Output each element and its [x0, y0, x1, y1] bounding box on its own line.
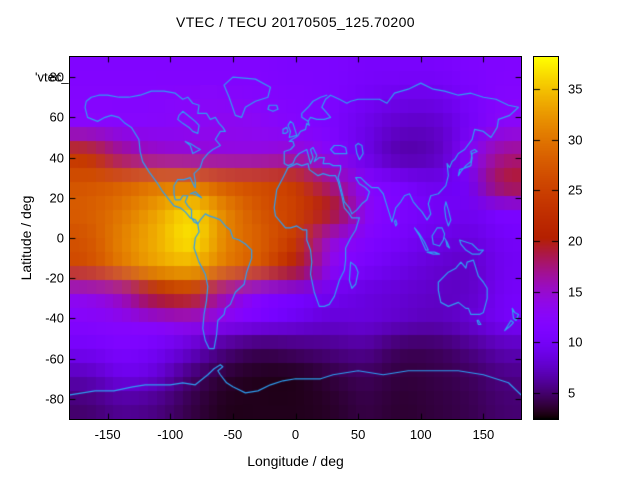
colorbar-tick-label: 15 — [568, 284, 583, 300]
y-tick-label: 0 — [56, 230, 64, 246]
y-tick-label: -20 — [45, 270, 64, 286]
colorbar-gradient-canvas — [534, 57, 558, 419]
y-tick-label: 20 — [49, 190, 64, 206]
y-tick-label: 40 — [49, 150, 64, 166]
x-tick-label: -50 — [223, 427, 243, 442]
x-axis-label: Longitude / deg — [247, 453, 344, 469]
colorbar-tick-label: 10 — [568, 334, 583, 350]
x-tick-label: -150 — [94, 427, 121, 442]
x-tick-label: 50 — [350, 427, 366, 442]
colorbar-tick-label: 20 — [568, 233, 583, 249]
y-tick-label: 80 — [49, 69, 64, 85]
x-tick-label: 0 — [291, 427, 300, 442]
x-tick-label: -100 — [157, 427, 184, 442]
map-plot-area — [69, 56, 522, 420]
chart-title: VTEC / TECU 20170505_125.70200 — [175, 14, 415, 30]
key-title-overlay: 'vtec_ — [35, 69, 69, 85]
colorbar-tick-label: 5 — [568, 385, 576, 401]
y-tick-label: -80 — [45, 391, 64, 407]
vtec-heatmap-canvas — [70, 57, 521, 419]
x-tick-label: 100 — [409, 427, 432, 442]
colorbar-tick-label: 30 — [568, 132, 583, 148]
x-tick-label: 150 — [472, 427, 495, 442]
y-tick-label: -40 — [45, 310, 64, 326]
colorbar — [533, 56, 559, 420]
colorbar-tick-label: 35 — [568, 81, 583, 97]
y-tick-label: 60 — [49, 109, 64, 125]
y-tick-label: -60 — [45, 351, 64, 367]
colorbar-tick-label: 25 — [568, 182, 583, 198]
